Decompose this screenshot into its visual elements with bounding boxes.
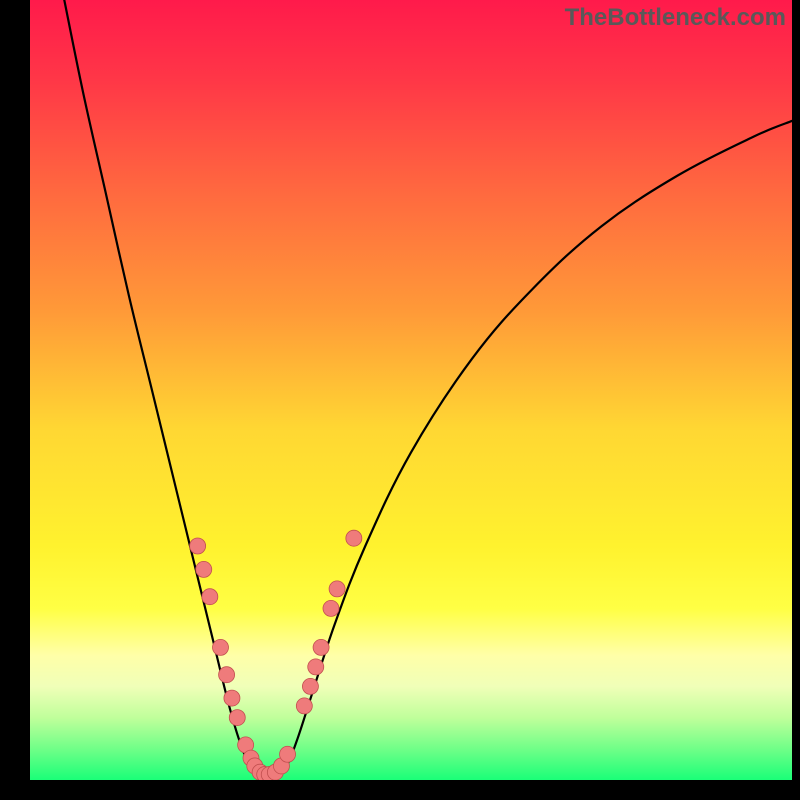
data-marker bbox=[308, 659, 324, 675]
data-marker bbox=[346, 530, 362, 546]
data-marker bbox=[213, 639, 229, 655]
bottleneck-curve bbox=[64, 0, 792, 779]
data-marker bbox=[196, 561, 212, 577]
data-marker bbox=[302, 678, 318, 694]
outer-frame: TheBottleneck.com bbox=[0, 0, 800, 800]
data-marker bbox=[190, 538, 206, 554]
data-marker bbox=[219, 667, 235, 683]
data-marker bbox=[323, 600, 339, 616]
plot-area: TheBottleneck.com bbox=[30, 0, 792, 780]
data-marker bbox=[296, 698, 312, 714]
data-marker bbox=[202, 589, 218, 605]
data-marker bbox=[280, 746, 296, 762]
data-marker bbox=[313, 639, 329, 655]
marker-group bbox=[190, 530, 362, 780]
data-marker bbox=[229, 710, 245, 726]
data-marker bbox=[224, 690, 240, 706]
data-marker bbox=[329, 581, 345, 597]
curve-layer bbox=[30, 0, 792, 780]
